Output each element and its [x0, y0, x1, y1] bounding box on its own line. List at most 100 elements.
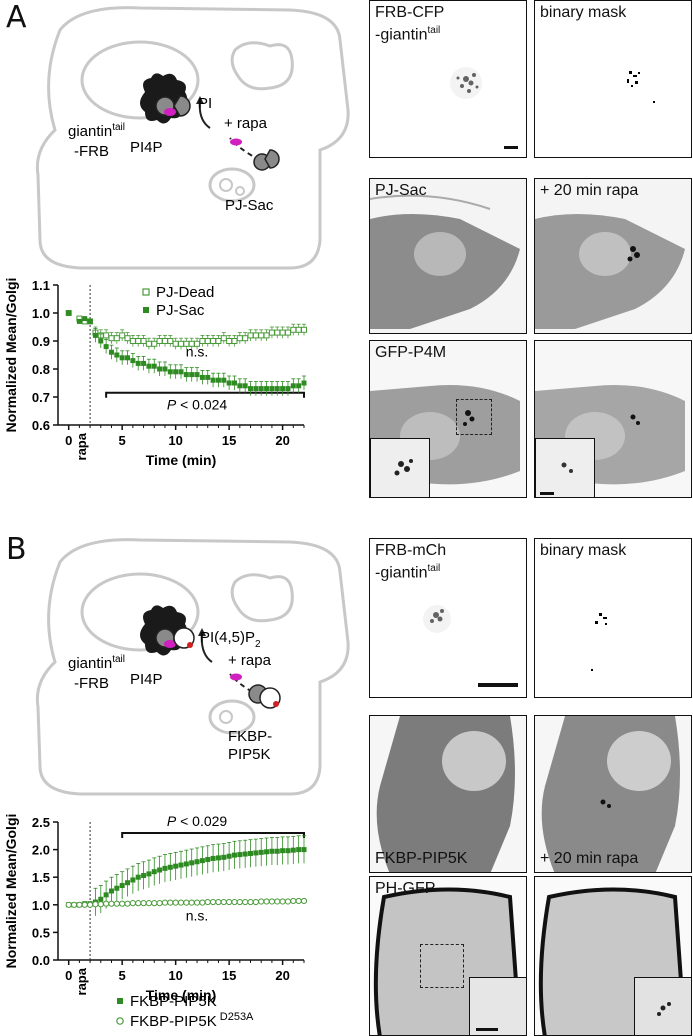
data-point: [236, 898, 243, 906]
series-1: [65, 897, 308, 908]
data-point: [188, 899, 195, 906]
micrograph-binary-mask-b: binary mask: [534, 538, 692, 698]
data-point: [209, 898, 217, 906]
micrograph-rapa20-b: + 20 min rapa: [534, 715, 692, 873]
y-tick-label: 0.5: [32, 925, 50, 940]
micrograph-frb-cfp: FRB-CFP -giantintail: [369, 0, 527, 158]
data-point: [242, 335, 249, 342]
data-point: [108, 900, 115, 907]
legend-marker: [143, 307, 149, 313]
label-rapa20-b: + 20 min rapa: [540, 850, 639, 867]
data-point: [290, 326, 297, 333]
data-point: [215, 338, 222, 344]
data-point: [157, 867, 163, 873]
data-point: [264, 386, 270, 392]
y-tick-label: 2.0: [32, 843, 50, 858]
y-tick-label: 0.0: [32, 953, 50, 968]
data-point: [103, 900, 110, 907]
legend-marker: [117, 998, 123, 1004]
data-point: [194, 372, 200, 378]
data-point: [92, 332, 98, 338]
label-pjsac: PJ-Sac: [225, 197, 274, 214]
data-point: [199, 899, 206, 906]
data-point: [161, 338, 168, 344]
data-point: [290, 383, 296, 389]
pi4p-icon: [164, 108, 176, 116]
x-tick-label: 5: [119, 968, 126, 983]
data-point: [253, 850, 259, 856]
significance-bracket: [105, 391, 305, 398]
y-tick-label: 1.0: [32, 306, 50, 321]
nucleus: [80, 40, 200, 120]
label-pi: PI: [198, 95, 212, 112]
zoom-region: [456, 399, 492, 435]
rapa-icon: [230, 673, 242, 681]
y-axis-label: Normalized Mean/Golgi: [3, 278, 19, 433]
rapa-label: rapa: [74, 967, 89, 995]
data-point: [135, 900, 142, 907]
data-point: [231, 338, 238, 344]
legend-label: FKBP-PIP5K: [130, 993, 217, 1010]
data-point: [162, 366, 168, 372]
data-point: [65, 901, 72, 908]
data-point: [173, 863, 179, 869]
data-point: [98, 338, 104, 344]
data-point: [146, 363, 152, 369]
data-point: [237, 383, 243, 389]
label-giantin: giantintail: [68, 654, 125, 672]
data-point: [173, 369, 179, 375]
x-tick-label: 10: [168, 433, 182, 448]
data-point: [135, 874, 141, 880]
cell-outline: [35, 538, 350, 796]
label-giantin: giantintail: [68, 122, 125, 140]
x-tick-label: 0: [65, 433, 72, 448]
data-point: [119, 355, 125, 361]
micrograph-ph-gfp-rapa: [534, 876, 692, 1036]
inset-zoom-b2: [634, 977, 691, 1035]
data-point: [193, 899, 201, 906]
micrograph-gfp-p4m: GFP-P4M: [369, 340, 527, 498]
data-point: [205, 857, 211, 863]
data-point: [295, 326, 302, 333]
data-point: [183, 340, 190, 347]
data-point: [189, 860, 195, 866]
data-point: [183, 372, 189, 378]
data-point: [205, 374, 211, 380]
data-point: [231, 898, 238, 906]
data-point: [274, 329, 281, 336]
label-pip5k: PIP5K: [228, 746, 271, 763]
inset-zoom-a2: [535, 438, 595, 497]
data-point: [129, 338, 136, 344]
data-point: [242, 851, 248, 857]
y-tick-label: 0.6: [32, 418, 50, 433]
data-point: [140, 900, 147, 907]
data-point: [103, 332, 110, 339]
data-point: [178, 369, 184, 375]
rapa-label: rapa: [74, 432, 89, 460]
data-point: [130, 877, 136, 883]
data-point: [146, 871, 152, 877]
x-tick-label: 0: [65, 968, 72, 983]
data-point: [103, 344, 109, 350]
data-point: [98, 896, 104, 902]
data-point: [269, 386, 275, 392]
x-axis-label: Time (min): [146, 452, 217, 468]
x-tick-label: 5: [119, 433, 126, 448]
data-point: [172, 899, 179, 906]
annotation: P < 0.029: [167, 813, 228, 829]
data-point: [226, 853, 232, 859]
data-point: [199, 338, 206, 344]
label-frb: -FRB: [74, 675, 109, 692]
data-point: [76, 318, 82, 324]
label-pi4p: PI4P: [130, 671, 163, 688]
data-point: [247, 898, 254, 906]
data-point: [231, 852, 237, 858]
y-tick-label: 0.8: [32, 362, 50, 377]
rapa-icon: [230, 138, 242, 146]
vesicle-group: [208, 699, 256, 735]
inset-zoom-b1: [469, 977, 526, 1035]
data-point: [140, 338, 147, 344]
chart-a: 0.6 0.7 0.8 0.9 1.0 1.1 0 5 10 15 20 rapa Time (min)…: [3, 278, 307, 468]
data-point: [284, 898, 292, 905]
data-point: [280, 848, 286, 854]
